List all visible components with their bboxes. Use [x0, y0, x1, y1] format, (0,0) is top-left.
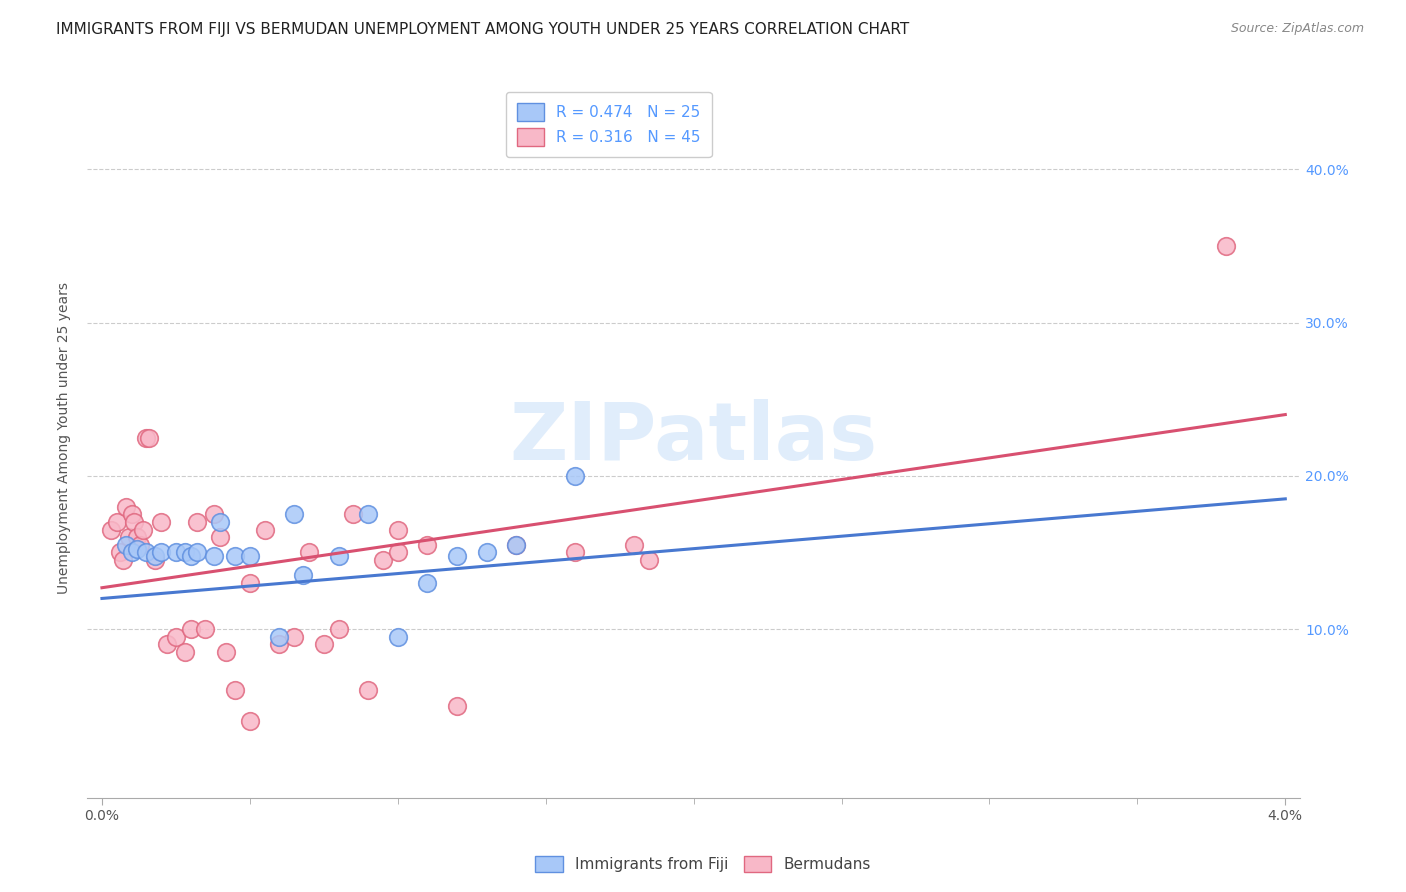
Point	[194, 622, 217, 636]
Point	[224, 683, 246, 698]
Point	[150, 515, 173, 529]
Point	[239, 549, 262, 563]
Point	[312, 637, 335, 651]
Point	[269, 630, 291, 644]
Point	[173, 645, 195, 659]
Point	[505, 538, 527, 552]
Point	[124, 515, 146, 529]
Point	[342, 507, 364, 521]
Point	[156, 637, 179, 651]
Point	[132, 523, 155, 537]
Point	[239, 714, 262, 728]
Point	[1215, 239, 1237, 253]
Point	[416, 538, 439, 552]
Point	[328, 549, 350, 563]
Point	[180, 549, 202, 563]
Legend: R = 0.474   N = 25, R = 0.316   N = 45: R = 0.474 N = 25, R = 0.316 N = 45	[506, 92, 711, 157]
Text: Source: ZipAtlas.com: Source: ZipAtlas.com	[1230, 22, 1364, 36]
Point	[202, 549, 225, 563]
Point	[387, 545, 409, 559]
Point	[505, 538, 527, 552]
Point	[108, 545, 131, 559]
Point	[269, 637, 291, 651]
Point	[357, 507, 380, 521]
Point	[298, 545, 321, 559]
Point	[165, 545, 187, 559]
Point	[292, 568, 315, 582]
Point	[202, 507, 225, 521]
Point	[105, 515, 128, 529]
Point	[135, 545, 157, 559]
Point	[209, 515, 232, 529]
Point	[224, 549, 246, 563]
Point	[283, 630, 305, 644]
Point	[180, 622, 202, 636]
Point	[121, 507, 143, 521]
Point	[387, 523, 409, 537]
Point	[564, 545, 586, 559]
Point	[117, 530, 139, 544]
Legend: Immigrants from Fiji, Bermudans: Immigrants from Fiji, Bermudans	[527, 848, 879, 880]
Point	[357, 683, 380, 698]
Point	[186, 515, 208, 529]
Point	[135, 431, 157, 445]
Point	[564, 468, 586, 483]
Point	[215, 645, 238, 659]
Y-axis label: Unemployment Among Youth under 25 years: Unemployment Among Youth under 25 years	[58, 282, 72, 593]
Point	[111, 553, 134, 567]
Text: IMMIGRANTS FROM FIJI VS BERMUDAN UNEMPLOYMENT AMONG YOUTH UNDER 25 YEARS CORRELA: IMMIGRANTS FROM FIJI VS BERMUDAN UNEMPLO…	[56, 22, 910, 37]
Point	[121, 545, 143, 559]
Point	[129, 538, 152, 552]
Point	[239, 576, 262, 591]
Point	[387, 630, 409, 644]
Point	[186, 545, 208, 559]
Point	[253, 523, 276, 537]
Point	[114, 500, 136, 514]
Text: ZIPatlas: ZIPatlas	[509, 399, 877, 476]
Point	[416, 576, 439, 591]
Point	[143, 549, 166, 563]
Point	[209, 530, 232, 544]
Point	[127, 530, 149, 544]
Point	[100, 523, 122, 537]
Point	[371, 553, 394, 567]
Point	[283, 507, 305, 521]
Point	[446, 549, 468, 563]
Point	[150, 545, 173, 559]
Point	[623, 538, 645, 552]
Point	[328, 622, 350, 636]
Point	[143, 553, 166, 567]
Point	[173, 545, 195, 559]
Point	[638, 553, 661, 567]
Point	[446, 698, 468, 713]
Point	[165, 630, 187, 644]
Point	[114, 538, 136, 552]
Point	[475, 545, 498, 559]
Point	[138, 431, 160, 445]
Point	[127, 542, 149, 557]
